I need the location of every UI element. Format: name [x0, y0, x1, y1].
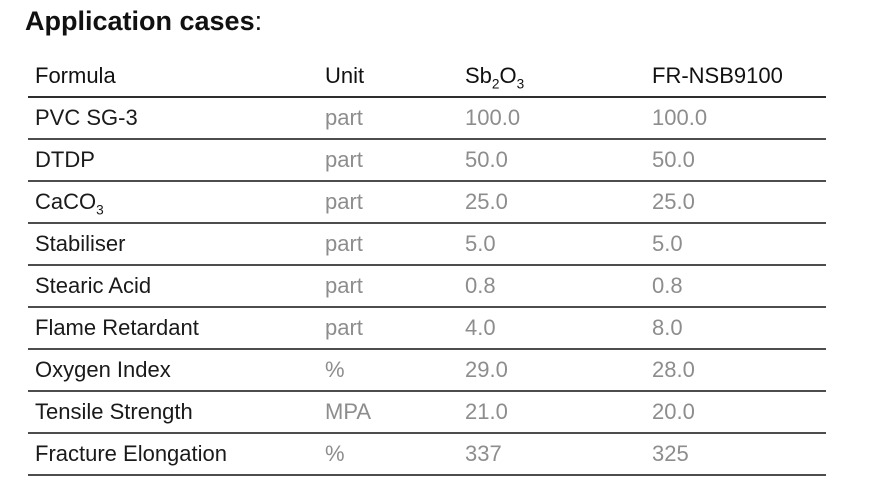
table-row: Fracture Elongation % 337 325	[28, 433, 826, 476]
formula-cell: Stabiliser	[28, 223, 318, 266]
formula-cell: Oxygen Index	[28, 349, 318, 392]
formula-cell: Flame Retardant	[28, 307, 318, 350]
table-row: Stabiliser part 5.0 5.0	[28, 223, 826, 266]
unit-cell: part	[318, 97, 458, 140]
formula-cell: Fracture Elongation	[28, 433, 318, 476]
column-header-sb2o3: Sb2O3	[458, 56, 645, 98]
formula-cell: PVC SG-3	[28, 97, 318, 140]
table-row: Flame Retardant part 4.0 8.0	[28, 307, 826, 350]
formula-cell: DTDP	[28, 139, 318, 182]
sb2o3-value-cell: 50.0	[458, 139, 645, 182]
table-row: Oxygen Index % 29.0 28.0	[28, 349, 826, 392]
unit-cell: part	[318, 139, 458, 182]
fr-nsb9100-value-cell: 25.0	[645, 181, 826, 224]
sb2o3-value-cell: 100.0	[458, 97, 645, 140]
table-row: DTDP part 50.0 50.0	[28, 139, 826, 182]
page-title-colon: :	[254, 6, 263, 36]
fr-nsb9100-value-cell: 50.0	[645, 139, 826, 182]
sb2o3-value-cell: 4.0	[458, 307, 645, 350]
unit-cell: MPA	[318, 391, 458, 434]
table-row: PVC SG-3 part 100.0 100.0	[28, 97, 826, 140]
page-title: Application cases:	[25, 6, 262, 37]
table-row: Tensile Strength MPA 21.0 20.0	[28, 391, 826, 434]
unit-cell: part	[318, 307, 458, 350]
fr-nsb9100-value-cell: 325	[645, 433, 826, 476]
sb2o3-value-cell: 25.0	[458, 181, 645, 224]
sb2o3-value-cell: 29.0	[458, 349, 645, 392]
unit-cell: part	[318, 265, 458, 308]
unit-cell: %	[318, 349, 458, 392]
page-title-text: Application cases	[25, 6, 255, 36]
unit-cell: %	[318, 433, 458, 476]
fr-nsb9100-value-cell: 20.0	[645, 391, 826, 434]
fr-nsb9100-value-cell: 0.8	[645, 265, 826, 308]
formula-cell: Stearic Acid	[28, 265, 318, 308]
fr-nsb9100-value-cell: 28.0	[645, 349, 826, 392]
sb2o3-value-cell: 21.0	[458, 391, 645, 434]
formula-cell: CaCO3	[28, 181, 318, 224]
sb2o3-value-cell: 0.8	[458, 265, 645, 308]
sb2o3-value-cell: 337	[458, 433, 645, 476]
fr-nsb9100-value-cell: 8.0	[645, 307, 826, 350]
unit-cell: part	[318, 223, 458, 266]
column-header-fr-nsb9100: FR-NSB9100	[645, 56, 826, 98]
column-header-formula: Formula	[28, 56, 318, 98]
formula-cell: Tensile Strength	[28, 391, 318, 434]
sb2o3-value-cell: 5.0	[458, 223, 645, 266]
table-row: Stearic Acid part 0.8 0.8	[28, 265, 826, 308]
application-cases-table: Formula Unit Sb2O3 FR-NSB9100 PVC SG-3 p…	[28, 56, 826, 476]
fr-nsb9100-value-cell: 100.0	[645, 97, 826, 140]
column-header-unit: Unit	[318, 56, 458, 98]
table-header-row: Formula Unit Sb2O3 FR-NSB9100	[28, 56, 826, 98]
fr-nsb9100-value-cell: 5.0	[645, 223, 826, 266]
table-row: CaCO3 part 25.0 25.0	[28, 181, 826, 224]
unit-cell: part	[318, 181, 458, 224]
